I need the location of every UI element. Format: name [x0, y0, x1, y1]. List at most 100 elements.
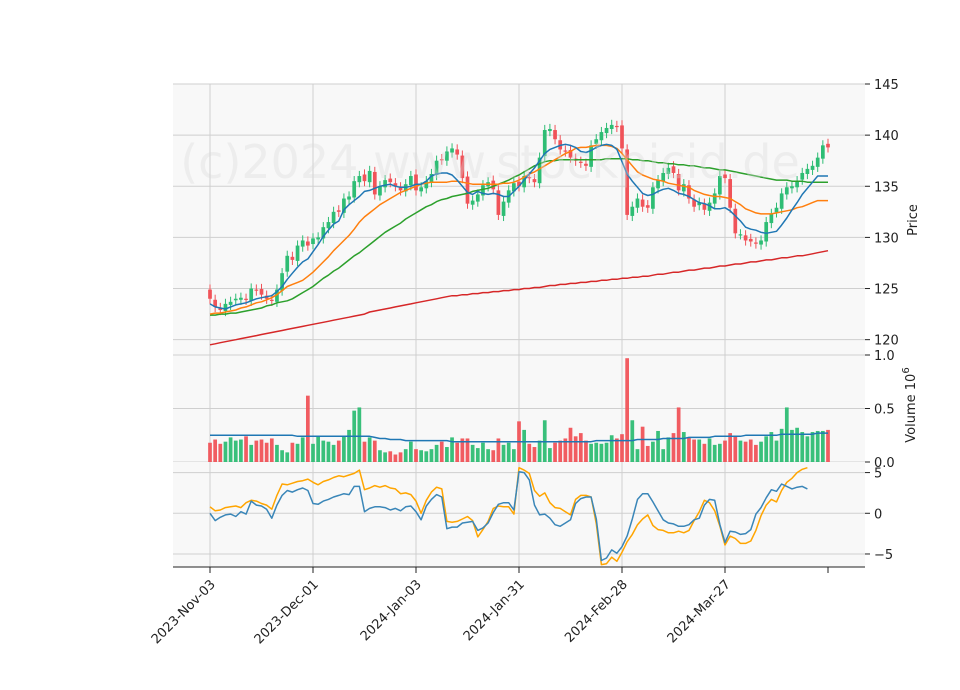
- candle-body: [568, 149, 573, 158]
- candle-body: [527, 177, 532, 179]
- volume-bar: [367, 437, 372, 462]
- volume-bar: [408, 441, 413, 462]
- candle-body: [378, 186, 382, 196]
- volume-bar: [295, 443, 300, 462]
- volume-axis-title: Volume 106: [901, 367, 919, 442]
- volume-bar: [671, 433, 676, 462]
- volume-bar: [651, 441, 655, 462]
- candle-body: [362, 174, 367, 182]
- volume-bar: [687, 437, 691, 462]
- candle-body: [743, 235, 748, 241]
- volume-bar: [568, 427, 573, 462]
- price-ytick-label: 120: [874, 334, 899, 349]
- volume-bar: [733, 436, 738, 462]
- volume-bar: [614, 438, 619, 462]
- candle-body: [357, 176, 362, 183]
- candle-body: [707, 202, 712, 211]
- candle-body: [496, 190, 501, 215]
- candle-body: [295, 245, 300, 261]
- candle-body: [259, 289, 264, 295]
- x-tick-label: 2023-Nov-03: [149, 577, 219, 647]
- candle-body: [522, 176, 527, 188]
- volume-bar: [290, 442, 295, 462]
- volume-bar: [594, 442, 599, 462]
- volume-bar: [419, 450, 424, 462]
- volume-bar: [635, 449, 640, 462]
- candle-body: [810, 165, 815, 170]
- candle-body: [481, 185, 485, 196]
- candle-body: [285, 255, 290, 272]
- candle-body: [800, 172, 805, 180]
- volume-bar: [300, 437, 305, 462]
- candle-body: [548, 128, 552, 132]
- candle-body: [681, 184, 686, 192]
- volume-bar: [584, 440, 588, 462]
- x-tick-label: 2024-Jan-03: [358, 577, 425, 644]
- volume-bar: [336, 440, 341, 462]
- candle-body: [645, 205, 650, 208]
- candle-body: [388, 178, 393, 183]
- volume-bar: [723, 440, 727, 462]
- candle-body: [408, 176, 413, 186]
- candle-body: [233, 298, 238, 301]
- candle-body: [383, 180, 387, 188]
- candle-body: [764, 222, 769, 242]
- volume-bar: [795, 427, 799, 462]
- candle-body: [625, 149, 630, 215]
- candle-body: [609, 124, 614, 129]
- volume-bar: [347, 429, 351, 462]
- volume-bar: [805, 436, 810, 462]
- volume-bar: [764, 436, 769, 462]
- candle-body: [239, 297, 243, 300]
- volume-bar: [491, 450, 496, 462]
- volume-bar: [656, 430, 660, 462]
- volume-bar: [362, 441, 367, 462]
- volume-bar: [445, 447, 449, 462]
- candle-body: [553, 130, 557, 140]
- candle-body: [784, 187, 789, 195]
- candle-body: [728, 179, 733, 208]
- candle-body: [717, 176, 722, 195]
- volume-bar: [475, 448, 480, 462]
- candle-body: [589, 145, 593, 167]
- volume-bar: [254, 440, 259, 462]
- volume-bar: [790, 429, 794, 462]
- volume-bar: [707, 438, 712, 462]
- ma-slow-line: [210, 157, 828, 316]
- candle-body: [347, 196, 351, 200]
- volume-bar: [578, 433, 583, 462]
- candle-body: [594, 139, 599, 144]
- volume-bar: [450, 437, 454, 462]
- volume-bar: [702, 443, 707, 462]
- ma-long-line: [209, 249, 829, 346]
- volume-panel: 0.0 0.5 1.0 Volume 106: [173, 349, 919, 471]
- volume-bar: [692, 439, 696, 462]
- candle-body: [723, 174, 727, 179]
- volume-bar: [218, 443, 223, 462]
- candle-body: [671, 166, 676, 173]
- ma-fast-line: [209, 143, 828, 310]
- candle-body: [218, 307, 223, 311]
- volume-bar: [378, 450, 382, 462]
- volume-bar: [239, 439, 243, 462]
- volume-bar: [640, 426, 645, 462]
- candle-body: [429, 173, 434, 183]
- candle-body: [254, 289, 259, 291]
- candle-body: [331, 211, 336, 224]
- x-tick-label: 2024-Mar-27: [665, 577, 734, 646]
- candle-body: [692, 199, 696, 207]
- volume-bar: [558, 440, 563, 462]
- candle-body: [661, 172, 666, 182]
- volume-bar: [393, 454, 398, 462]
- volume-bar: [563, 438, 568, 462]
- volume-bar: [259, 439, 264, 462]
- candle-body: [774, 207, 779, 213]
- candle-body: [563, 150, 568, 152]
- price-panel: 120 125 130 135 140 145 Price: [173, 78, 921, 355]
- oscillator-ytick-label: −5: [874, 548, 893, 563]
- volume-bar: [403, 449, 408, 462]
- candle-body: [630, 206, 635, 216]
- volume-bar: [316, 436, 321, 462]
- volume-bar: [537, 440, 542, 462]
